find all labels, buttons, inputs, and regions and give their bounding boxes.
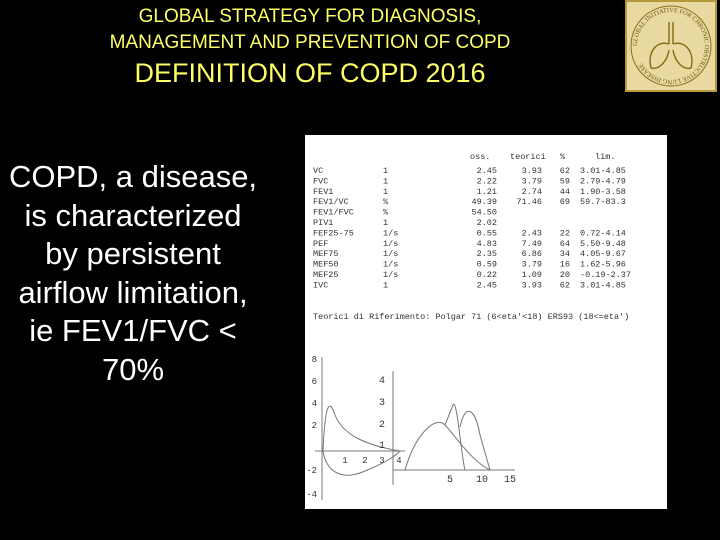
table-cell: 2.74 xyxy=(522,187,542,197)
table-cell: FEF25-75 xyxy=(313,228,354,238)
table-cell: PEF xyxy=(313,239,328,249)
axis-label: 4 xyxy=(379,376,385,387)
axis-label: 3 xyxy=(379,398,385,409)
table-cell: 2.45 xyxy=(477,280,497,290)
subtitle: DEFINITION OF COPD 2016 xyxy=(134,58,486,88)
column-header: % xyxy=(560,152,566,162)
table-cell: 3.01-4.85 xyxy=(580,280,626,290)
table-cell: 2.43 xyxy=(522,228,542,238)
table-cell: FEV1/FVC xyxy=(313,208,354,218)
table-cell: 59 xyxy=(560,176,570,186)
table-cell: 62 xyxy=(560,280,570,290)
table-cell: 0.22 xyxy=(477,270,497,280)
table-cell: 71.46 xyxy=(516,197,542,207)
table-cell: 1/s xyxy=(383,270,398,280)
table-cell: VC xyxy=(313,166,323,176)
table-cell: % xyxy=(383,197,389,207)
body-text: COPD, a disease, is characterized by per… xyxy=(8,159,258,387)
table-cell: 62 xyxy=(560,166,570,176)
table-cell: 34 xyxy=(560,249,570,259)
table-cell: 6.86 xyxy=(522,249,542,259)
title: MANAGEMENT AND PREVENTION OF COPD xyxy=(109,32,511,53)
column-header: oss. xyxy=(470,152,490,162)
axis-label: 4 xyxy=(396,456,401,466)
axis-label: 3 xyxy=(379,456,384,466)
table-cell: -0.19-2.37 xyxy=(580,270,631,280)
table-cell: 22 xyxy=(560,228,570,238)
table-cell: MEF25 xyxy=(313,270,339,280)
table-cell: 3.93 xyxy=(522,166,542,176)
axis-label: 5 xyxy=(447,475,453,486)
table-cell: 1.09 xyxy=(522,270,542,280)
table-cell: 1/s xyxy=(383,260,398,270)
axis-label: 10 xyxy=(476,475,488,486)
axis-label: 2 xyxy=(362,456,367,466)
table-cell: MEF50 xyxy=(313,260,339,270)
table-cell: 1.90-3.58 xyxy=(580,187,626,197)
table-cell: FEV1/VC xyxy=(313,197,349,207)
table-cell: 59.7-83.3 xyxy=(580,197,626,207)
table-cell: 2.79-4.79 xyxy=(580,176,626,186)
table-cell: 5.50-9.48 xyxy=(580,239,626,249)
axis-label: -2 xyxy=(306,466,317,476)
table-cell: MEF75 xyxy=(313,249,339,259)
axis-label: 4 xyxy=(312,399,317,409)
axis-label: 1 xyxy=(342,456,347,466)
column-header: lim. xyxy=(595,152,615,162)
axis-label: 1 xyxy=(379,441,385,452)
table-cell: 1.21 xyxy=(477,187,497,197)
table-cell: 64 xyxy=(560,239,570,249)
table-cell: 3.79 xyxy=(522,260,542,270)
table-cell: 3.93 xyxy=(522,280,542,290)
table-cell: 7.49 xyxy=(522,239,542,249)
table-cell: 1 xyxy=(383,280,388,290)
table-cell: 54.50 xyxy=(471,208,497,218)
table-cell: 0.59 xyxy=(477,260,497,270)
table-cell: % xyxy=(383,208,389,218)
reference-note: Teorici di Riferimento: Polgar 71 (6<eta… xyxy=(313,312,629,322)
column-header: teorici xyxy=(510,152,546,162)
table-cell: 1 xyxy=(383,176,388,186)
axis-label: 2 xyxy=(312,421,317,431)
axis-label: 2 xyxy=(379,420,385,431)
table-cell: 4.05-9.67 xyxy=(580,249,626,259)
table-cell: 1 xyxy=(383,218,388,228)
axis-label: 6 xyxy=(312,377,317,387)
axis-label: -4 xyxy=(306,490,317,500)
table-cell: 69 xyxy=(560,197,570,207)
table-cell: 1 xyxy=(383,166,388,176)
table-cell: 2.22 xyxy=(477,176,497,186)
table-cell: IVC xyxy=(313,280,328,290)
table-cell: 2.35 xyxy=(477,249,497,259)
table-cell: 2.45 xyxy=(477,166,497,176)
logo: GLOBAL INITIATIVE FOR CHRONIC OBSTRUCTIV… xyxy=(625,0,717,92)
table-cell: 0.72-4.14 xyxy=(580,228,626,238)
table-cell: 16 xyxy=(560,260,570,270)
table-cell: 3.01-4.85 xyxy=(580,166,626,176)
table-cell: 44 xyxy=(560,187,570,197)
table-cell: 20 xyxy=(560,270,570,280)
table-cell: PIV1 xyxy=(313,218,333,228)
axis-label: 8 xyxy=(312,355,317,365)
table-cell: 2.02 xyxy=(477,218,497,228)
table-cell: 3.79 xyxy=(522,176,542,186)
table-cell: 1 xyxy=(383,187,388,197)
table-cell: 1/s xyxy=(383,249,398,259)
axis-label: 15 xyxy=(504,475,516,486)
spirometry-report: oss. teorici% lim.VC 1 2.45 3.93 62 3.01-4.85FV… xyxy=(305,135,667,509)
table-cell: 49.39 xyxy=(471,197,497,207)
table-cell: FEV1 xyxy=(313,187,333,197)
table-cell: FVC xyxy=(313,176,328,186)
table-cell: 1/s xyxy=(383,228,398,238)
table-cell: 1/s xyxy=(383,239,398,249)
title: GLOBAL STRATEGY FOR DIAGNOSIS, xyxy=(138,6,482,27)
table-cell: 0.55 xyxy=(477,228,497,238)
table-cell: 4.83 xyxy=(477,239,497,249)
table-cell: 1.62-5.96 xyxy=(580,260,626,270)
